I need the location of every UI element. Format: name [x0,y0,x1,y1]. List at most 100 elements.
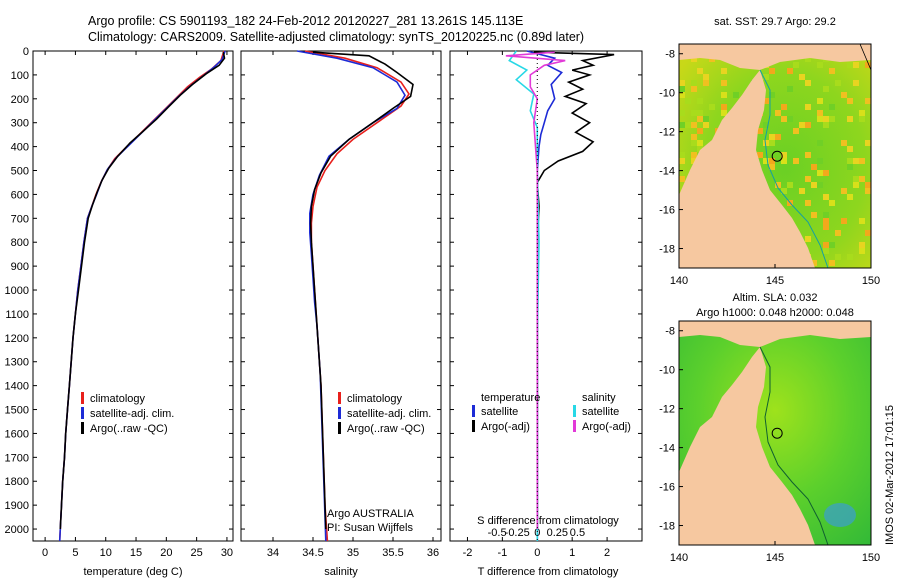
sst-cell [721,104,727,110]
sst-cell [781,116,787,122]
sst-map [679,44,871,268]
legend-label: satellite [481,406,518,418]
sst-cell [847,98,853,104]
y-tick-label: 1100 [5,309,29,321]
map-y-tick-label: -8 [665,326,675,338]
sst-cell [841,92,847,98]
sst-cell [691,110,697,116]
series-line-argo-raw-qc- [309,51,414,530]
legend-label: climatology [90,393,146,405]
y-tick-label: 1400 [5,381,29,393]
sst-cell [697,140,703,146]
sst-cell [769,92,775,98]
salinity-legend: climatology satellite-adj. clim. Argo(..… [338,392,431,435]
sst-cell [841,188,847,194]
x-tick-label: 5 [72,547,78,559]
map-x-tick-label: 140 [670,552,688,564]
sst-cell [865,182,871,188]
y-tick-label: 1900 [5,500,29,512]
sst-cell [679,152,685,158]
sst-cell [685,122,691,128]
map-y-tick-label: -14 [659,443,675,455]
temperature-legend: climatology satellite-adj. clim. Argo(..… [81,392,174,435]
temperature-panel [32,50,234,542]
sst-cell [799,122,805,128]
y-tick-label: 800 [11,237,29,249]
sst-cell [763,140,769,146]
x-tick-label: 34 [267,547,279,559]
sst-cell [769,134,775,140]
sst-cell [691,86,697,92]
legend-swatch-t-satellite [472,405,475,417]
sst-cell [721,80,727,86]
sst-cell [853,62,859,68]
sst-cell [817,170,823,176]
sst-cell [799,74,805,80]
t-difference-xlabel: T difference from climatology [478,566,619,578]
sst-cell [697,146,703,152]
salinity-panel [240,50,442,542]
sst-cell [679,86,685,92]
sst-cell [697,110,703,116]
sst-cell [691,140,697,146]
argo-program-note: Argo AUSTRALIA [327,508,414,520]
temperature-xlabel: temperature (deg C) [83,566,182,578]
sst-cell [769,140,775,146]
sst-cell [805,176,811,182]
map-x-tick-label: 145 [766,275,784,287]
sst-cell [859,116,865,122]
legend-swatch-satellite [81,407,84,419]
sst-cell [859,110,865,116]
sst-cell [805,80,811,86]
sst-cell [805,200,811,206]
sst-cell [823,86,829,92]
sst-cell [781,158,787,164]
sst-cell [703,116,709,122]
sst-cell [703,74,709,80]
sst-cell [841,140,847,146]
land-png [679,44,871,70]
sst-cell [691,158,697,164]
legend-header-salinity: salinity [582,392,616,404]
sla-map-ticks: 140 145 150 -8 -10 -12 -14 -16 -18 [659,326,880,564]
sst-cell [847,116,853,122]
sst-cell [691,152,697,158]
sst-cell [775,110,781,116]
map-x-tick-label: 145 [766,552,784,564]
legend-swatch-climatology [338,392,341,404]
sst-cell [823,116,829,122]
map-y-tick-label: -12 [659,404,675,416]
series-line-salinity-argo-adj- [505,51,566,529]
x-tick-label: 0 [534,547,540,559]
legend-swatch-climatology [81,392,84,404]
sst-cell [817,110,823,116]
sst-cell [757,152,763,158]
s-tick-label: 0.5 [570,527,585,539]
figure-title-line2: Climatology: CARS2009. Satellite-adjuste… [88,30,584,44]
y-tick-label: 200 [11,94,29,106]
series-line-argo-raw-qc- [59,52,226,530]
sst-cell [829,116,835,122]
sst-cell [847,158,853,164]
sst-cell [721,68,727,74]
sst-cell [763,98,769,104]
y-tick-label: 300 [11,118,29,130]
sst-cell [823,212,829,218]
sst-cell [763,74,769,80]
legend-label: satellite-adj. clim. [347,408,431,420]
sst-cell [793,158,799,164]
sst-cell [859,218,865,224]
sst-cell [691,80,697,86]
sst-cell [781,152,787,158]
x-tick-label: 36 [427,547,439,559]
sst-cell [859,248,865,254]
map-x-tick-label: 150 [862,275,880,287]
land-queensland [679,347,815,545]
sst-cell [787,86,793,92]
sst-cell [859,158,865,164]
coastline [682,44,871,95]
sst-cell [817,62,823,68]
sst-cell [853,182,859,188]
temperature-axis-ticks: 0 5 10 15 20 25 30 [42,51,233,559]
y-tick-label: 1700 [5,452,29,464]
